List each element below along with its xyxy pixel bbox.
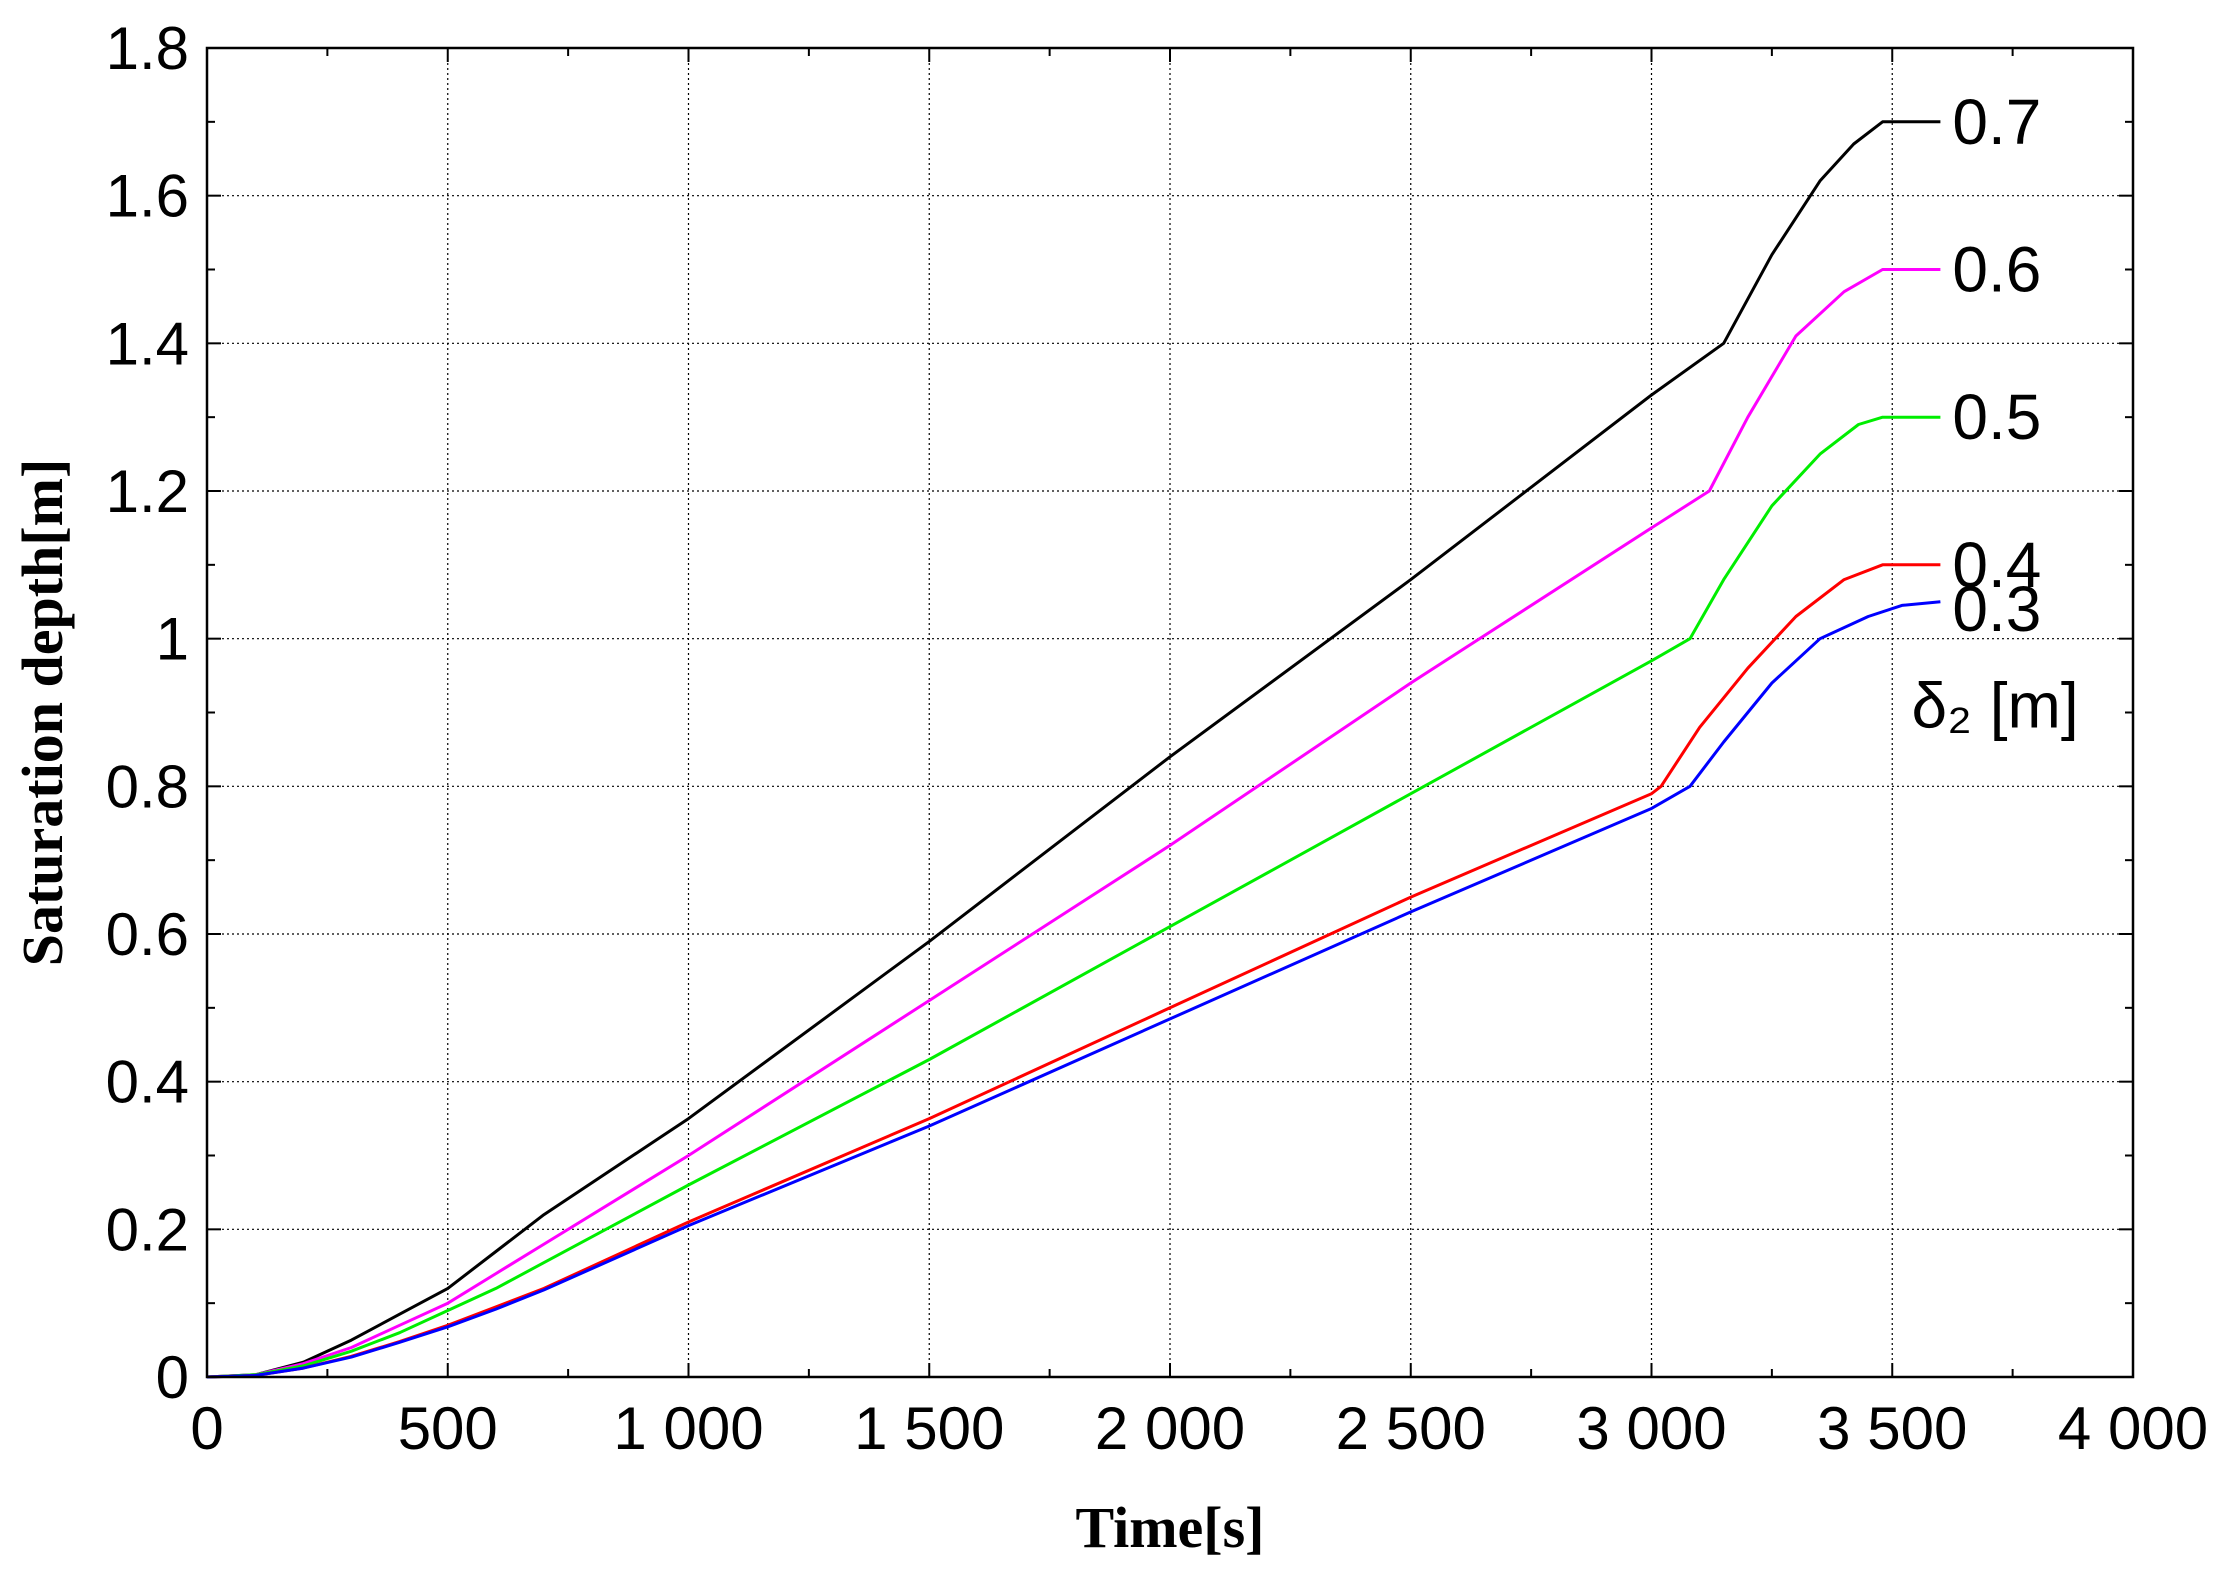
x-tick-label: 4 000 xyxy=(2058,1395,2208,1462)
y-tick-label: 1.8 xyxy=(106,15,189,82)
series-label-0.3: 0.3 xyxy=(1952,573,2041,645)
series-label-0.5: 0.5 xyxy=(1952,381,2041,453)
y-tick-label: 0.4 xyxy=(106,1049,189,1116)
x-tick-labels: 0 500 1 000 1 500 2 000 2 500 3 000 3 500 4 000 xyxy=(190,1395,2208,1462)
x-tick-label: 500 xyxy=(398,1395,498,1462)
series-label-0.4: 0.4 xyxy=(1952,529,2041,601)
x-tick-label: 3 000 xyxy=(1576,1395,1726,1462)
y-tick-label: 0.8 xyxy=(106,753,189,820)
y-axis-title: Saturation depth[m] xyxy=(10,459,75,967)
ticks xyxy=(206,47,2134,1378)
x-axis-title: Time[s] xyxy=(1075,1495,1264,1560)
y-tick-label: 1.4 xyxy=(106,310,189,377)
y-tick-label: 1.6 xyxy=(106,163,189,230)
x-tick-label: 0 xyxy=(190,1395,223,1462)
series-line-0.6 xyxy=(206,268,1941,1379)
series-label-0.7: 0.7 xyxy=(1952,86,2041,158)
y-tick-label: 1.2 xyxy=(106,458,189,525)
series-line-0.5 xyxy=(206,415,1941,1379)
series-label-0.6: 0.6 xyxy=(1952,234,2041,306)
x-tick-label: 2 500 xyxy=(1336,1395,1486,1462)
y-tick-label: 1 xyxy=(156,606,189,673)
series-lines xyxy=(206,120,1941,1379)
legend-title: δ₂ [m] xyxy=(1912,669,2079,741)
x-tick-label: 2 000 xyxy=(1095,1395,1245,1462)
series-line-0.7 xyxy=(206,120,1941,1379)
series-line-0.3 xyxy=(206,600,1941,1379)
y-tick-label: 0.2 xyxy=(106,1196,189,1263)
y-tick-labels: 0 0.2 0.4 0.6 0.8 1 1.2 1.4 1.6 1.8 xyxy=(106,15,189,1411)
y-tick-label: 0 xyxy=(156,1344,189,1411)
y-tick-label: 0.6 xyxy=(106,901,189,968)
series-end-labels: 0.7 0.6 0.5 0.40.3 xyxy=(1952,86,2041,645)
x-tick-label: 1 500 xyxy=(854,1395,1004,1462)
x-tick-label: 1 000 xyxy=(613,1395,763,1462)
x-tick-label: 3 500 xyxy=(1817,1395,1967,1462)
